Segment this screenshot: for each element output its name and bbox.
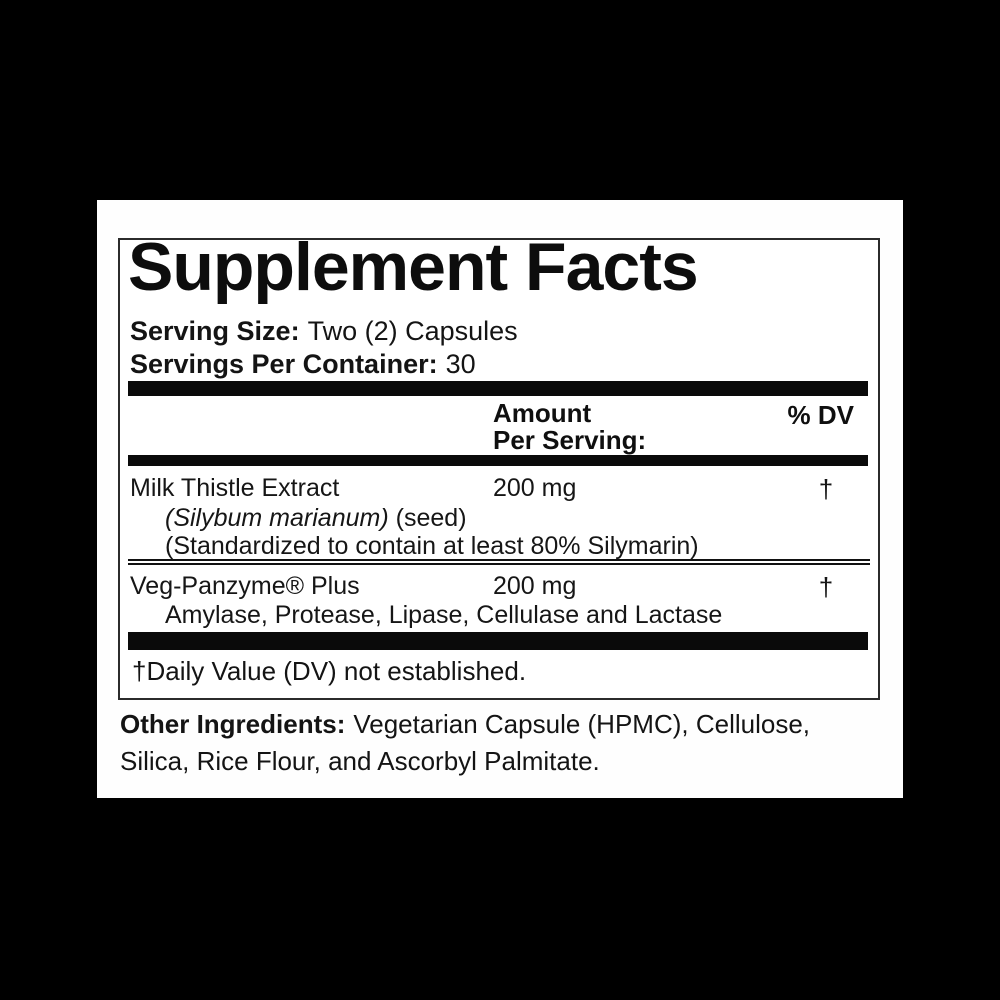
ingredient-detail-latin-italic: (Silybum marianum) xyxy=(165,504,389,532)
facts-title: Supplement Facts xyxy=(128,229,699,305)
column-header-amount: Amount Per Serving: xyxy=(493,400,646,454)
column-header-dv: % DV xyxy=(787,400,854,430)
header-bottom-rule xyxy=(128,455,868,466)
label-panel: Supplement Facts Serving Size: Two (2) Ca… xyxy=(97,200,903,798)
ingredient-detail-standardized: (Standardized to contain at least 80% Si… xyxy=(165,532,699,560)
other-ingredients-line2: Silica, Rice Flour, and Ascorbyl Palmita… xyxy=(120,746,600,776)
footnote-separator-rule xyxy=(128,632,868,650)
row-divider-rule xyxy=(128,559,870,565)
ingredient-detail-seed: (seed) xyxy=(395,504,467,532)
dv-footnote: †Daily Value (DV) not established. xyxy=(132,656,527,686)
column-header-amount-line2: Per Serving: xyxy=(493,425,647,455)
other-ingredients-section: Other Ingredients: Vegetarian Capsule (HP… xyxy=(120,706,890,780)
servings-per-container-label: Servings Per Container: xyxy=(130,349,438,379)
ingredient-name-milk-thistle: Milk Thistle Extract xyxy=(130,474,340,502)
ingredient-name-veg-panzyme: Veg-Panzyme® Plus xyxy=(130,572,360,600)
other-ingredients-line1: Other Ingredients: Vegetarian Capsule (HP… xyxy=(120,706,890,743)
ingredient-amount-milk-thistle: 200 mg xyxy=(493,474,577,502)
servings-per-container-line: Servings Per Container: 30 xyxy=(130,349,476,379)
serving-size-label: Serving Size: xyxy=(130,316,300,346)
column-header-amount-line1: Amount xyxy=(493,398,592,428)
ingredient-amount-veg-panzyme: 200 mg xyxy=(493,572,577,600)
ingredient-detail-latin-name: (Silybum marianum) (seed) xyxy=(165,504,467,532)
other-ingredients-text1: Vegetarian Capsule (HPMC), Cellulose, xyxy=(353,709,811,739)
serving-size-value: Two (2) Capsules xyxy=(307,316,518,346)
other-ingredients-label: Other Ingredients: xyxy=(120,709,346,739)
serving-size-line: Serving Size: Two (2) Capsules xyxy=(130,316,518,346)
servings-per-container-value: 30 xyxy=(445,349,476,379)
ingredient-detail-enzymes: Amylase, Protease, Lipase, Cellulase and… xyxy=(165,601,723,629)
ingredient-dv-dagger-milk-thistle: † xyxy=(818,474,834,504)
top-thick-rule xyxy=(128,381,868,396)
ingredient-dv-dagger-veg-panzyme: † xyxy=(818,572,834,602)
supplement-facts-box: Supplement Facts Serving Size: Two (2) Ca… xyxy=(118,233,880,700)
